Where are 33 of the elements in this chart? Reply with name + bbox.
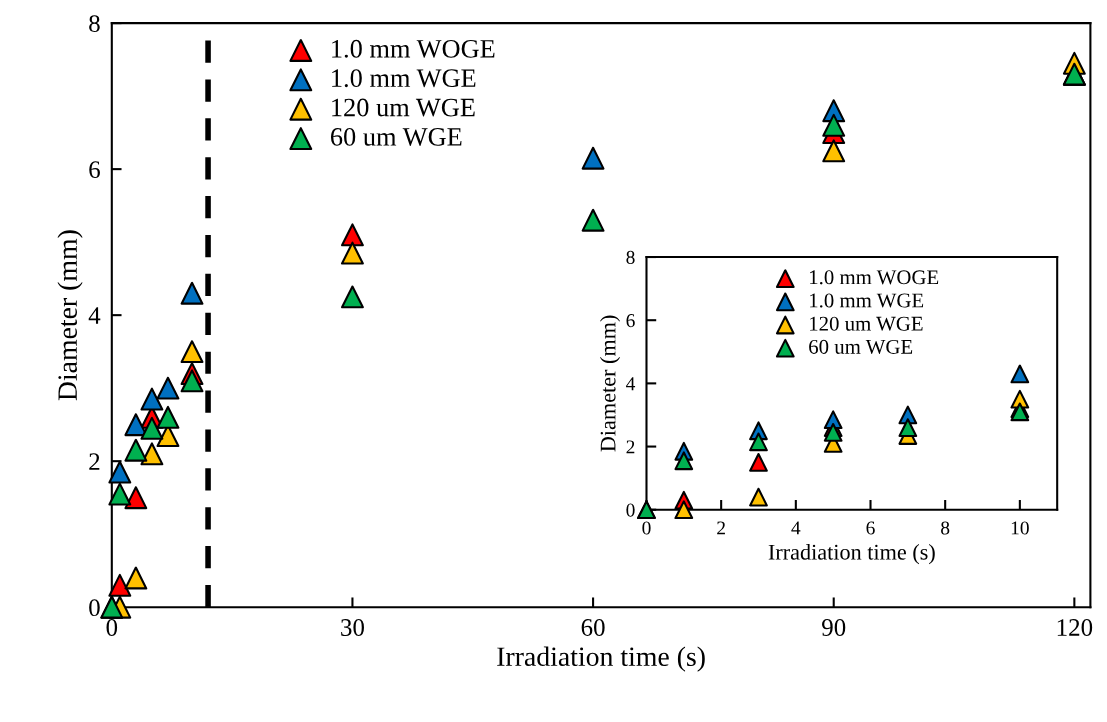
y-axis-title: Diameter (mm): [57, 230, 83, 401]
y-tick-label: 6: [89, 161, 100, 179]
x-tick-label: 4: [791, 521, 801, 535]
x-tick-label: 6: [866, 521, 875, 535]
legend-label: 120 um WGE: [332, 98, 475, 117]
x-axis-title: Irradiation time (s): [497, 646, 705, 672]
y-tick-label: 8: [89, 15, 100, 33]
legend-label: 60 um WGE: [330, 127, 462, 146]
y-axis-title: Diameter (mm): [599, 315, 621, 452]
y-tick-label: 2: [626, 440, 635, 454]
x-tick-label: 0: [106, 619, 118, 636]
x-tick-label: 0: [642, 521, 651, 535]
legend-label: 60 um WGE: [809, 339, 913, 354]
x-tick-label: 10: [1011, 521, 1029, 535]
x-tick-label: 120: [1057, 619, 1093, 636]
legend-label: 1.0 mm WGE: [810, 293, 924, 308]
y-tick-label: 2: [89, 453, 100, 470]
y-tick-label: 4: [88, 307, 101, 324]
y-tick-label: 8: [626, 250, 635, 264]
legend-label: 1.0 mm WOGE: [810, 270, 939, 285]
legend-label: 120 um WGE: [810, 316, 923, 331]
y-tick-label: 4: [626, 377, 636, 391]
x-tick-label: 2: [717, 521, 725, 535]
x-tick-label: 30: [341, 619, 364, 636]
y-tick-label: 0: [626, 503, 635, 517]
x-tick-label: 8: [941, 521, 950, 535]
x-axis-title: Irradiation time (s): [768, 544, 935, 565]
x-tick-label: 60: [581, 619, 605, 636]
x-tick-label: 90: [822, 619, 846, 636]
y-tick-label: 6: [626, 314, 635, 328]
y-tick-label: 0: [89, 599, 100, 617]
legend-label: 1.0 mm WGE: [332, 69, 476, 88]
legend-label: 1.0 mm WOGE: [332, 39, 495, 58]
